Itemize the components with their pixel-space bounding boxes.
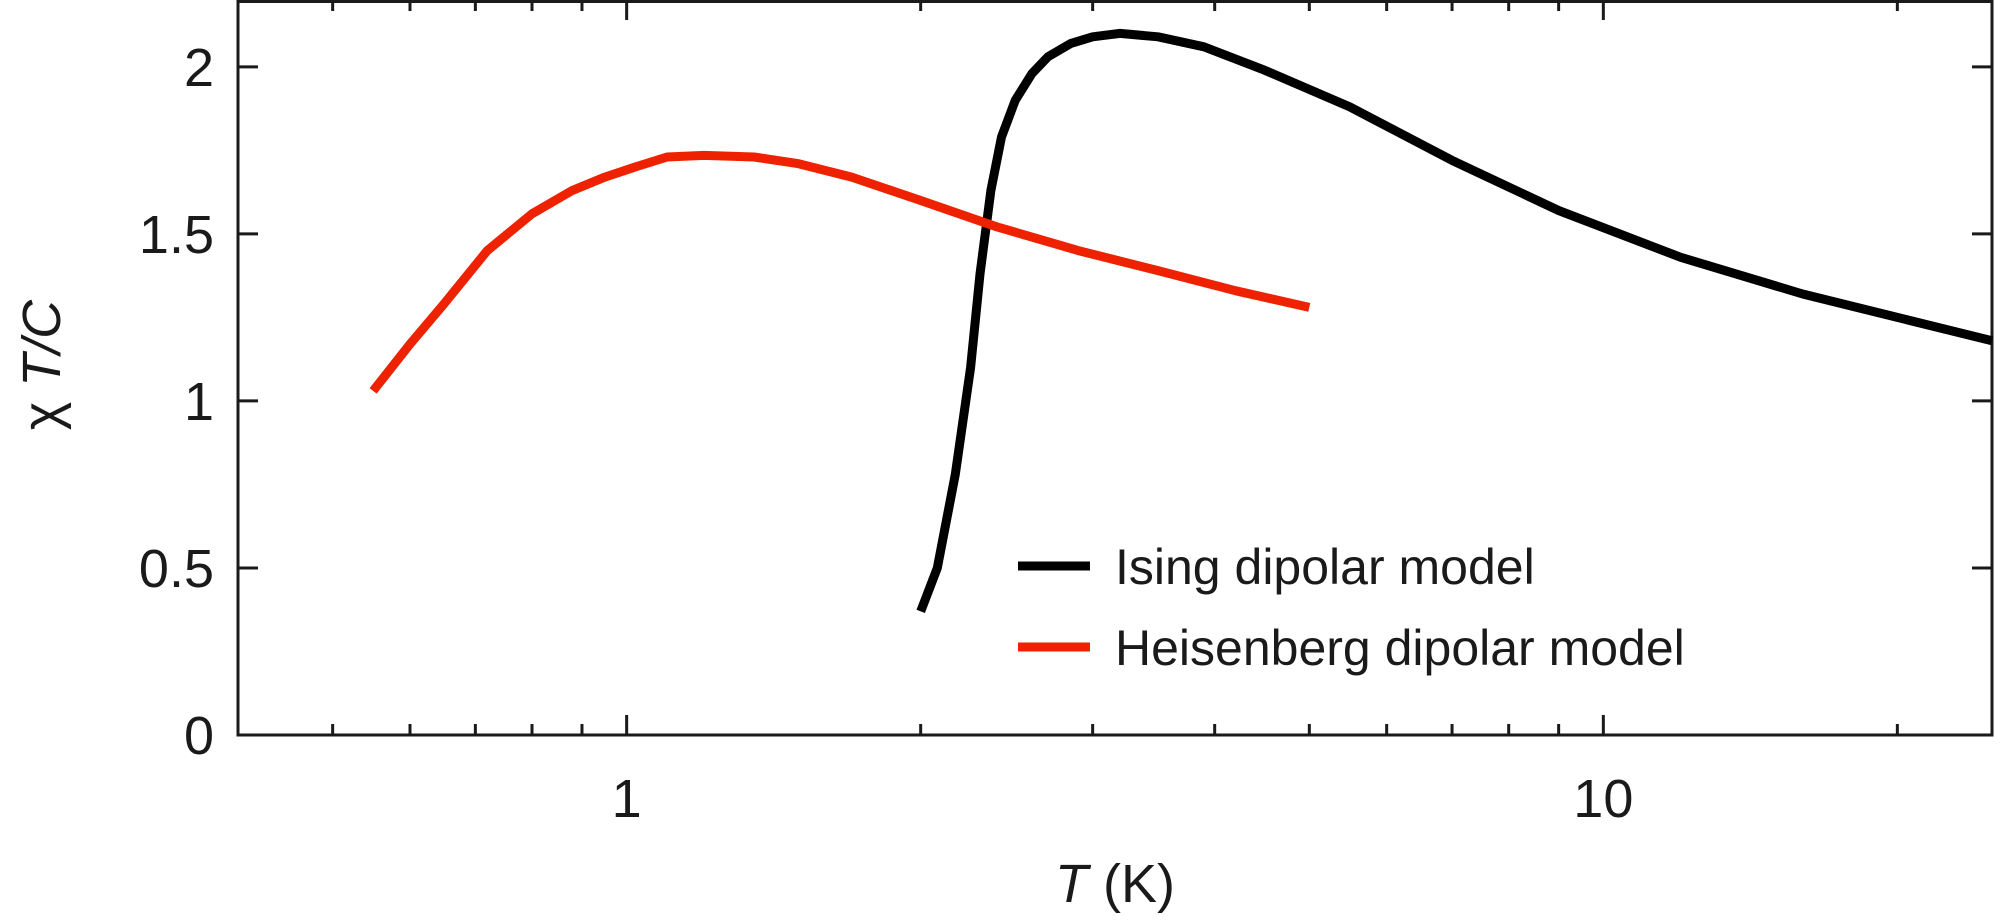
series-lines: [369, 28, 1994, 614]
y-tick-label: 1: [184, 372, 214, 432]
y-tick-label: 1.5: [139, 205, 214, 265]
axis-ticks: [238, 0, 1992, 737]
plot-border: [236, 0, 1994, 737]
y-tick-label: 0.5: [139, 539, 214, 599]
x-tick-label: 10: [1573, 769, 1633, 829]
plot-frame: [236, 0, 1994, 737]
legend-label-2: Heisenberg dipolar model: [1115, 620, 1685, 676]
legend: Ising dipolar model Heisenberg dipolar mo…: [1018, 539, 1685, 676]
y-axis-label-symbol: χ: [12, 387, 72, 430]
x-axis-label-unit: (K): [1088, 854, 1175, 914]
tick-labels: 0 0.5 1 1.5 2 1 10: [139, 38, 1633, 829]
legend-label-1: Ising dipolar model: [1115, 539, 1535, 595]
series-line-1: [916, 28, 1994, 614]
x-axis-label: T (K): [1055, 854, 1175, 914]
x-axis-label-variable: T: [1055, 854, 1092, 914]
y-axis-label: χ T/C: [12, 299, 72, 430]
x-tick-label: 1: [612, 769, 642, 829]
y-tick-label: 0: [184, 706, 214, 766]
y-tick-label: 2: [184, 38, 214, 98]
y-axis-label-variable: T/C: [12, 299, 72, 387]
series-line-2: [369, 150, 1311, 394]
